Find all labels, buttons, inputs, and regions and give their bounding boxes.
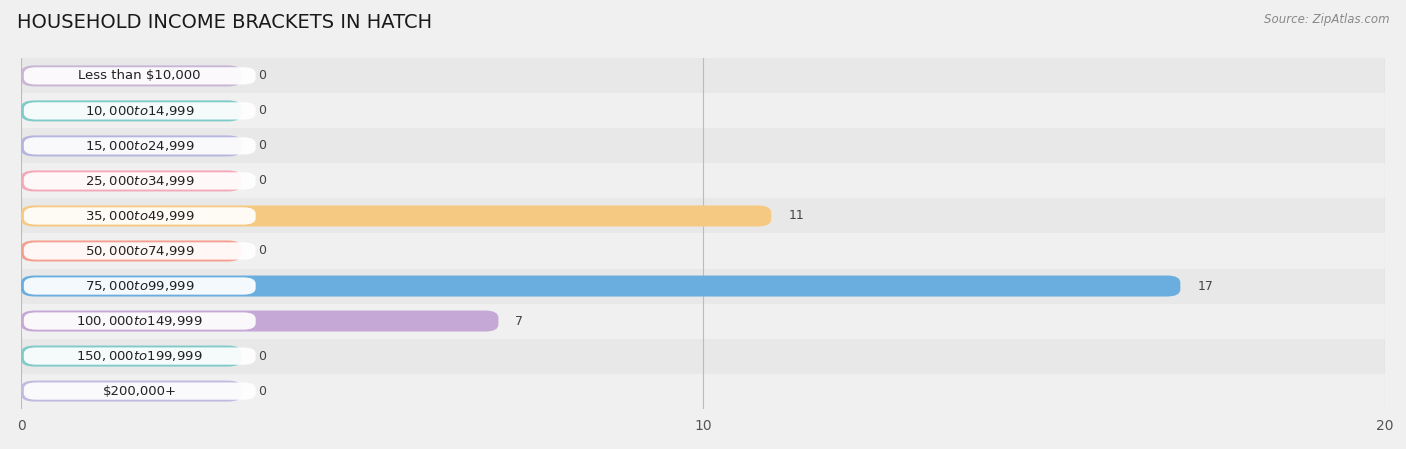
FancyBboxPatch shape [24, 383, 256, 400]
Bar [21, 304, 1385, 339]
FancyBboxPatch shape [24, 207, 256, 224]
Bar [21, 128, 1385, 163]
FancyBboxPatch shape [24, 242, 256, 260]
Bar [21, 163, 1385, 198]
Text: $10,000 to $14,999: $10,000 to $14,999 [84, 104, 194, 118]
Text: 0: 0 [259, 350, 266, 362]
FancyBboxPatch shape [21, 101, 242, 121]
FancyBboxPatch shape [24, 102, 256, 119]
Text: $15,000 to $24,999: $15,000 to $24,999 [84, 139, 194, 153]
FancyBboxPatch shape [21, 171, 242, 191]
FancyBboxPatch shape [21, 276, 1181, 296]
Text: $150,000 to $199,999: $150,000 to $199,999 [76, 349, 202, 363]
Text: 0: 0 [259, 140, 266, 152]
Text: Less than $10,000: Less than $10,000 [79, 70, 201, 82]
FancyBboxPatch shape [21, 66, 242, 86]
Text: $200,000+: $200,000+ [103, 385, 177, 397]
FancyBboxPatch shape [24, 348, 256, 365]
Text: 11: 11 [789, 210, 804, 222]
Bar [21, 339, 1385, 374]
FancyBboxPatch shape [21, 346, 242, 366]
FancyBboxPatch shape [21, 311, 499, 331]
FancyBboxPatch shape [24, 67, 256, 84]
Text: 0: 0 [259, 385, 266, 397]
Text: 0: 0 [259, 105, 266, 117]
FancyBboxPatch shape [21, 241, 242, 261]
FancyBboxPatch shape [24, 313, 256, 330]
Text: 7: 7 [516, 315, 523, 327]
Text: $35,000 to $49,999: $35,000 to $49,999 [84, 209, 194, 223]
Text: 0: 0 [259, 175, 266, 187]
FancyBboxPatch shape [21, 381, 242, 401]
Text: 0: 0 [259, 70, 266, 82]
Text: $50,000 to $74,999: $50,000 to $74,999 [84, 244, 194, 258]
FancyBboxPatch shape [21, 206, 772, 226]
Text: $100,000 to $149,999: $100,000 to $149,999 [76, 314, 202, 328]
Bar [21, 58, 1385, 93]
Bar [21, 93, 1385, 128]
Text: HOUSEHOLD INCOME BRACKETS IN HATCH: HOUSEHOLD INCOME BRACKETS IN HATCH [17, 13, 432, 32]
Bar [21, 269, 1385, 304]
Text: $25,000 to $34,999: $25,000 to $34,999 [84, 174, 194, 188]
FancyBboxPatch shape [24, 172, 256, 189]
Bar [21, 198, 1385, 233]
FancyBboxPatch shape [21, 136, 242, 156]
Text: 17: 17 [1198, 280, 1213, 292]
FancyBboxPatch shape [24, 277, 256, 295]
FancyBboxPatch shape [24, 137, 256, 154]
Bar [21, 233, 1385, 269]
Bar [21, 374, 1385, 409]
Text: 0: 0 [259, 245, 266, 257]
Text: $75,000 to $99,999: $75,000 to $99,999 [84, 279, 194, 293]
Text: Source: ZipAtlas.com: Source: ZipAtlas.com [1264, 13, 1389, 26]
